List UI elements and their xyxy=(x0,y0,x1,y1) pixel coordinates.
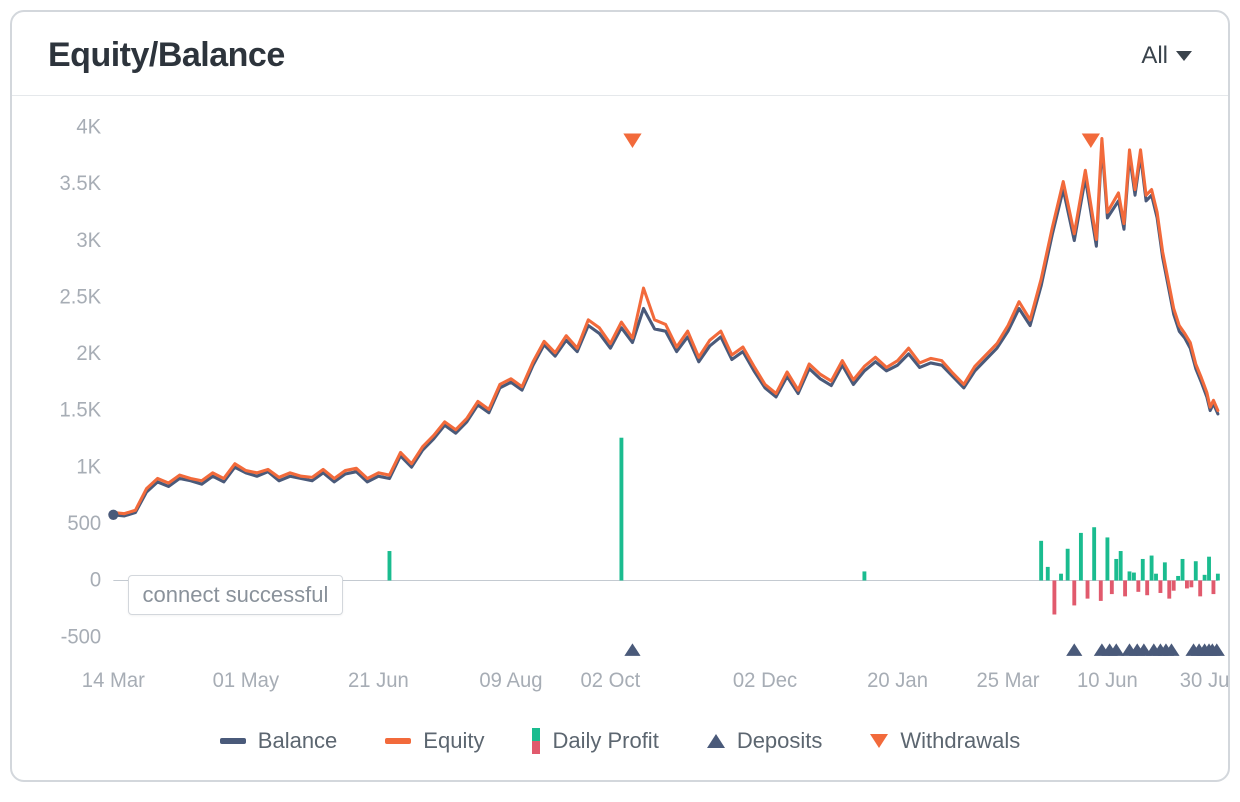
svg-text:02 Oct: 02 Oct xyxy=(581,669,641,692)
range-select[interactable]: All xyxy=(1141,42,1192,70)
svg-text:09 Aug: 09 Aug xyxy=(479,669,542,692)
tooltip-text: connect successful xyxy=(143,582,329,607)
svg-text:21 Jun: 21 Jun xyxy=(348,669,409,692)
svg-text:02 Dec: 02 Dec xyxy=(733,669,797,692)
svg-text:1.5K: 1.5K xyxy=(59,399,101,422)
legend-equity-label: Equity xyxy=(423,728,484,754)
legend-deposits[interactable]: Deposits xyxy=(707,728,823,754)
svg-text:25 Mar: 25 Mar xyxy=(976,669,1039,692)
legend-withdrawals-label: Withdrawals xyxy=(900,728,1020,754)
legend-daily-profit[interactable]: Daily Profit xyxy=(532,728,658,754)
svg-text:4K: 4K xyxy=(76,115,101,138)
svg-text:3.5K: 3.5K xyxy=(59,172,101,195)
chart-area[interactable]: -500 0 500 1K 1.5K 2K 2.5K 3K 3.5K 4K 14 Mar 01 May… xyxy=(12,96,1228,710)
legend-balance-label: Balance xyxy=(258,728,338,754)
svg-text:2.5K: 2.5K xyxy=(59,285,101,308)
legend-deposits-swatch xyxy=(707,734,725,748)
svg-text:20 Jan: 20 Jan xyxy=(867,669,928,692)
legend-equity[interactable]: Equity xyxy=(385,728,484,754)
legend-equity-swatch xyxy=(385,738,411,744)
legend-withdrawals[interactable]: Withdrawals xyxy=(870,728,1020,754)
legend-balance[interactable]: Balance xyxy=(220,728,338,754)
svg-text:3K: 3K xyxy=(76,229,101,252)
svg-text:-500: -500 xyxy=(61,625,102,648)
svg-text:30 Jul: 30 Jul xyxy=(1180,669,1228,692)
legend-deposits-label: Deposits xyxy=(737,728,823,754)
chevron-down-icon xyxy=(1176,51,1192,61)
svg-text:01 May: 01 May xyxy=(213,669,280,692)
svg-text:10 Jun: 10 Jun xyxy=(1077,669,1138,692)
legend-balance-swatch xyxy=(220,738,246,744)
range-select-label: All xyxy=(1141,42,1168,70)
svg-text:2K: 2K xyxy=(76,342,101,365)
svg-text:500: 500 xyxy=(67,512,101,535)
svg-text:0: 0 xyxy=(90,568,101,591)
equity-balance-card: Equity/Balance All -500 0 500 1K 1.5K 2K 2.5K 3… xyxy=(10,10,1230,782)
card-title: Equity/Balance xyxy=(48,36,285,75)
card-header: Equity/Balance All xyxy=(12,12,1228,96)
svg-text:14 Mar: 14 Mar xyxy=(82,669,145,692)
svg-text:1K: 1K xyxy=(76,455,101,478)
legend-daily-profit-swatch xyxy=(532,728,540,754)
legend: Balance Equity Daily Profit Deposits Wit… xyxy=(12,710,1228,780)
legend-daily-profit-label: Daily Profit xyxy=(552,728,658,754)
tooltip-connect: connect successful xyxy=(128,575,344,615)
legend-withdrawals-swatch xyxy=(870,734,888,748)
chart-svg: -500 0 500 1K 1.5K 2K 2.5K 3K 3.5K 4K 14 Mar 01 May… xyxy=(12,96,1228,710)
